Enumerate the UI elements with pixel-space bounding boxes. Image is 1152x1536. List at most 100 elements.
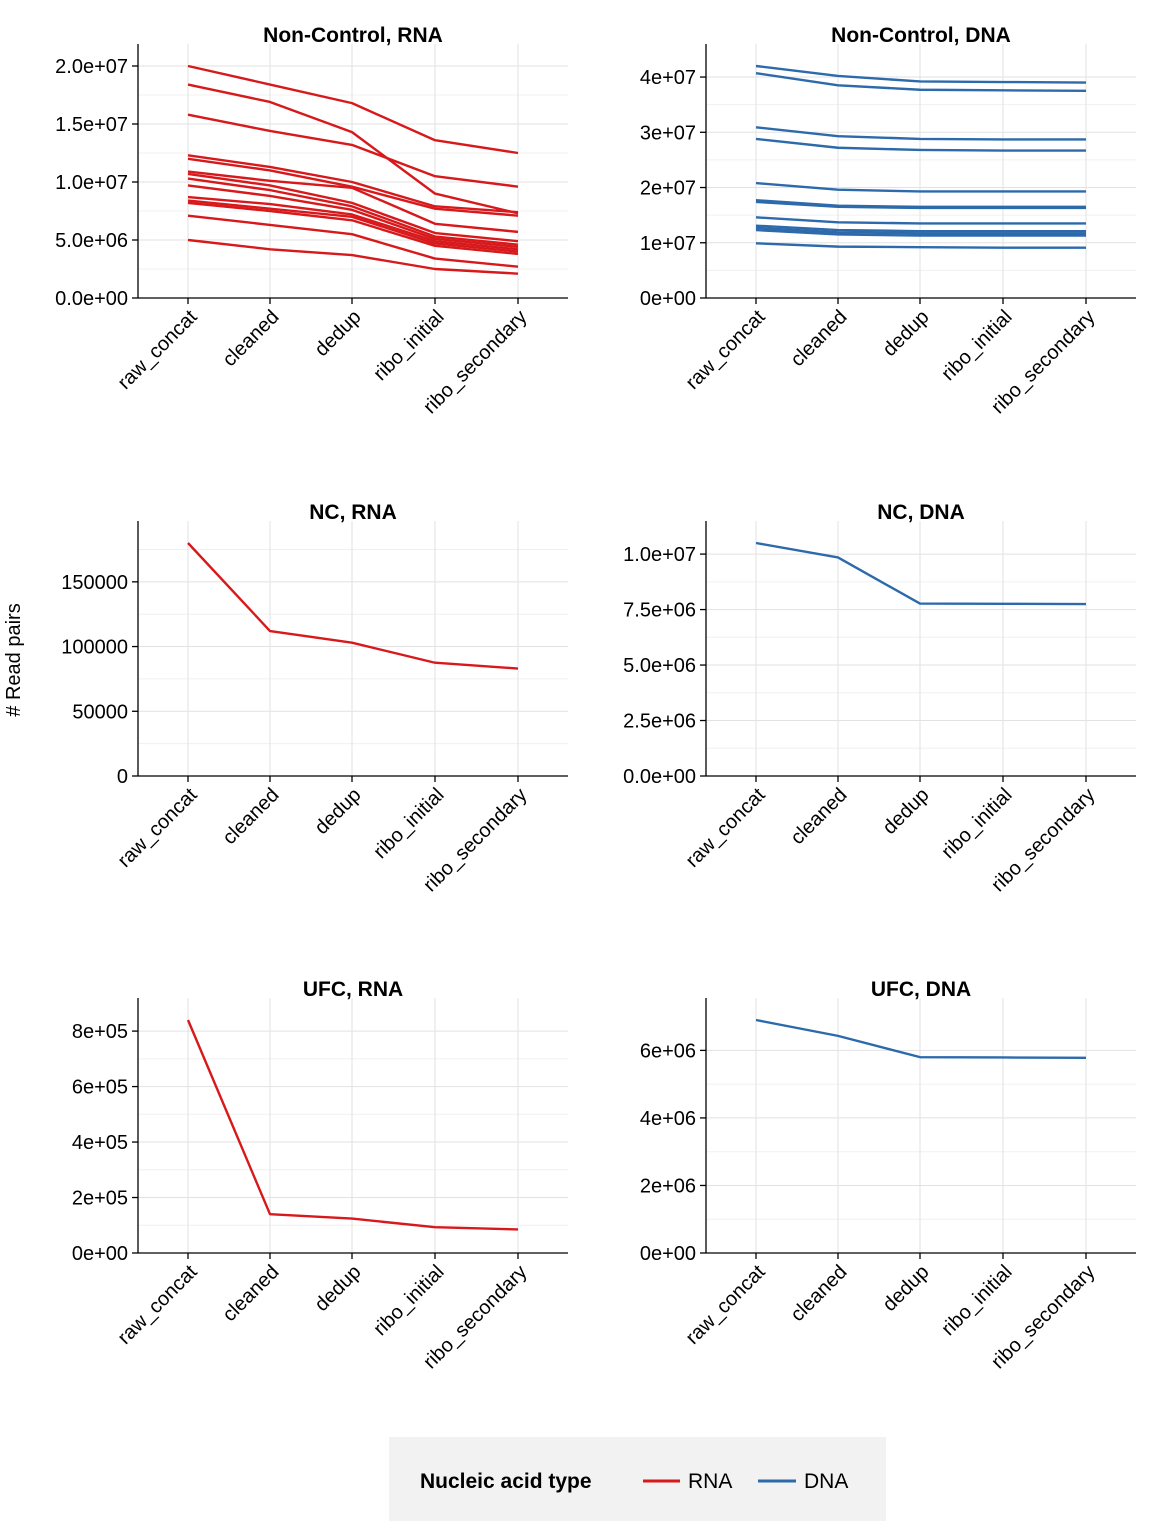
x-tick-label: ribo_initial [937, 306, 1016, 385]
series-line-9 [187, 184, 519, 249]
series-line-3 [187, 113, 519, 188]
x-tick-label: ribo_initial [937, 1261, 1016, 1340]
series-line-7 [755, 200, 1086, 210]
panel-2: 0e+00 1e+07 2e+07 3e+07 4e+07 raw_concat clean… [640, 24, 1136, 418]
series-line-4 [755, 137, 1086, 152]
series-line-3 [755, 126, 1086, 141]
series-line-2 [755, 71, 1087, 93]
legend-dna-label: DNA [804, 1470, 848, 1493]
x-tick-label: dedup [879, 1261, 934, 1316]
panel-1: 0.0e+00 5.0e+06 1.0e+07 1.5e+07 2.0e+07 raw_c… [55, 24, 568, 418]
x-tick-label: cleaned [218, 1261, 283, 1326]
x-tick-label: cleaned [786, 306, 851, 371]
series-line-12 [187, 201, 519, 256]
series-line-2 [187, 83, 519, 215]
x-tick-label: dedup [311, 306, 366, 361]
legend: Nucleic acid type RNA DNA [389, 1437, 886, 1521]
y-tick-label: 0 [117, 766, 128, 788]
y-tick-label: 4e+07 [640, 67, 696, 89]
y-tick-label: 0e+00 [640, 1243, 696, 1265]
y-tick-label: 2e+05 [72, 1188, 128, 1210]
panel-title: NC, RNA [309, 501, 397, 524]
series-line-1 [187, 542, 519, 670]
series-line-1 [755, 64, 1087, 84]
x-tick-label: raw_concat [682, 1261, 770, 1349]
series-line-10 [187, 195, 519, 251]
y-tick-label: 50000 [72, 701, 128, 723]
legend-title: Nucleic acid type [420, 1470, 592, 1493]
series-line-1 [186, 1019, 519, 1231]
y-axis-label: # Read pairs [3, 603, 25, 716]
legend-rna-label: RNA [688, 1470, 732, 1493]
x-tick-label: dedup [311, 1261, 366, 1316]
x-tick-label: raw_concat [114, 1261, 202, 1349]
series-line-13 [187, 214, 519, 268]
y-tick-label: 0e+00 [72, 1243, 128, 1265]
y-tick-label: 1.5e+07 [55, 114, 128, 136]
chart-panels: 0.0e+00 5.0e+06 1.0e+07 1.5e+07 2.0e+07 raw_c… [55, 24, 1136, 1373]
y-tick-label: 0e+00 [640, 288, 696, 310]
series-line-6 [187, 170, 519, 234]
series-line-14 [187, 238, 519, 275]
x-tick-label: raw_concat [114, 306, 202, 394]
x-tick-label: dedup [879, 784, 934, 839]
series-line-11 [755, 228, 1086, 237]
y-tick-label: 2.5e+06 [623, 711, 696, 733]
x-tick-label: raw_concat [682, 784, 770, 872]
y-tick-label: 5.0e+06 [623, 655, 696, 677]
x-tick-label: ribo_initial [937, 784, 1016, 863]
y-tick-label: 1.0e+07 [623, 544, 696, 566]
x-tick-label: cleaned [786, 784, 851, 849]
panel-5: 0e+00 2e+05 4e+05 6e+05 8e+05 raw_concat clean… [72, 978, 568, 1373]
x-tick-label: cleaned [218, 784, 283, 849]
y-tick-label: 1e+07 [640, 233, 696, 255]
y-tick-label: 2e+07 [640, 178, 696, 200]
series-line-1 [187, 64, 519, 155]
series-line-1 [755, 541, 1087, 606]
y-tick-label: 6e+05 [72, 1077, 128, 1099]
legend-background [389, 1437, 886, 1521]
panel-4: 0.0e+00 2.5e+06 5.0e+06 7.5e+06 1.0e+07 raw_c… [623, 501, 1136, 896]
y-tick-label: 2.0e+07 [55, 56, 128, 78]
x-tick-label: raw_concat [114, 784, 202, 872]
panel-6: 0e+00 2e+06 4e+06 6e+06 raw_concat cleaned ded… [640, 978, 1136, 1373]
y-tick-label: 7.5e+06 [623, 600, 696, 622]
series-line-7 [187, 172, 519, 243]
panel-title: UFC, DNA [871, 978, 971, 1001]
y-tick-label: 1.0e+07 [55, 172, 128, 194]
y-tick-label: 2e+06 [640, 1175, 696, 1197]
y-tick-label: 6e+06 [640, 1040, 696, 1062]
panel-title: NC, DNA [877, 501, 965, 524]
y-tick-label: 8e+05 [72, 1021, 128, 1043]
y-tick-label: 4e+05 [72, 1132, 128, 1154]
series-line-4 [187, 154, 519, 214]
x-tick-label: dedup [311, 784, 366, 839]
series-line-5 [755, 181, 1086, 193]
y-tick-label: 0.0e+00 [55, 288, 128, 310]
series-line-8 [187, 177, 519, 246]
x-tick-label: ribo_initial [369, 306, 448, 385]
series-line-9 [755, 224, 1086, 233]
series-line-12 [755, 242, 1086, 249]
x-tick-label: ribo_initial [369, 784, 448, 863]
y-tick-label: 3e+07 [640, 122, 696, 144]
y-tick-label: 100000 [61, 637, 128, 659]
series-line-8 [755, 216, 1086, 225]
panel-title: Non-Control, RNA [263, 24, 443, 47]
x-tick-label: cleaned [786, 1261, 851, 1326]
x-tick-label: cleaned [218, 306, 283, 371]
x-tick-label: ribo_initial [369, 1261, 448, 1340]
panel-3: 0 50000 100000 150000 raw_concat cleaned dedup… [61, 501, 568, 896]
x-tick-label: raw_concat [682, 306, 770, 394]
y-tick-label: 0.0e+00 [623, 766, 696, 788]
series-line-11 [187, 199, 519, 253]
panel-title: UFC, RNA [303, 978, 403, 1001]
y-tick-label: 5.0e+06 [55, 230, 128, 252]
panel-title: Non-Control, DNA [831, 24, 1011, 47]
x-tick-label: dedup [879, 306, 934, 361]
y-tick-label: 150000 [61, 572, 128, 594]
series-line-10 [755, 226, 1086, 235]
y-tick-label: 4e+06 [640, 1108, 696, 1130]
series-line-1 [755, 1018, 1087, 1060]
